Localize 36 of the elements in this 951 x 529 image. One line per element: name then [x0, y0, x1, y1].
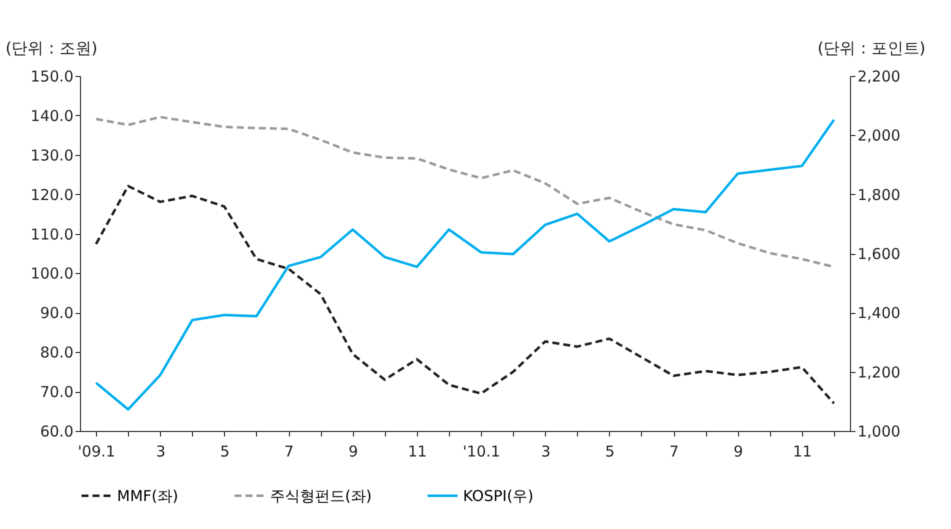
line-series	[94, 118, 836, 411]
y-tick-label: 100.0	[30, 264, 74, 283]
x-tick-label: 5	[605, 442, 615, 460]
x-tick-label: 3	[540, 442, 550, 460]
x-tick-label: 11	[408, 442, 427, 460]
y2-tick-label: 2,200	[858, 68, 900, 86]
x-tick-label: '09.1	[78, 442, 116, 460]
y-tick-label: 70.0	[40, 383, 74, 402]
y-tick-label: 80.0	[40, 344, 74, 362]
legend-label: MMF(좌)	[117, 486, 178, 505]
y2-tick-label: 1,200	[858, 363, 900, 382]
y2-tick-label: 1,800	[858, 186, 900, 204]
y2-tick-label: 1,000	[858, 422, 900, 440]
y-tick-label: 110.0	[30, 225, 74, 244]
y-tick-label: 120.0	[30, 186, 74, 204]
y-tick-label: 140.0	[30, 106, 74, 125]
x-tick-label: 7	[669, 442, 679, 460]
x-tick-label: 5	[220, 442, 230, 460]
y2-tick-label: 1,600	[858, 245, 900, 263]
y-tick-label: 130.0	[30, 146, 74, 164]
legend-label: KOSPI(우)	[463, 486, 534, 505]
y2-tick-label: 1,400	[858, 304, 900, 322]
x-tick-label: 9	[733, 442, 743, 460]
x-tick-label: 3	[156, 442, 166, 460]
y2-tick-label: 2,000	[858, 126, 900, 145]
y-tick-label: 150.0	[30, 68, 74, 86]
legend-label: 주식형펀드(좌)	[270, 486, 372, 505]
x-tick-label: 9	[348, 442, 358, 460]
y-tick-label: 90.0	[40, 304, 74, 322]
line-series	[94, 184, 836, 405]
x-tick-label: 7	[284, 442, 294, 460]
x-tick-label: '10.1	[462, 442, 500, 460]
y2-axis-title: (단위 : 포인트)	[817, 38, 926, 58]
y-tick-label: 60.0	[40, 422, 74, 440]
x-tick-label: 11	[792, 442, 812, 460]
y-axis-title: (단위 : 조원)	[6, 38, 98, 58]
